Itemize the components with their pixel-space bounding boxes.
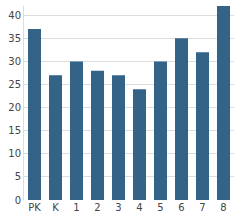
svg-text:7: 7 bbox=[199, 202, 205, 213]
svg-text:K: K bbox=[52, 202, 59, 213]
svg-text:8: 8 bbox=[220, 202, 226, 213]
svg-text:5: 5 bbox=[15, 171, 21, 182]
svg-text:30: 30 bbox=[8, 56, 21, 67]
svg-text:4: 4 bbox=[136, 202, 142, 213]
svg-text:10: 10 bbox=[8, 148, 21, 159]
svg-text:0: 0 bbox=[15, 195, 21, 206]
svg-text:PK: PK bbox=[28, 202, 41, 213]
svg-text:35: 35 bbox=[8, 33, 21, 44]
svg-text:20: 20 bbox=[8, 102, 21, 113]
svg-text:25: 25 bbox=[8, 79, 21, 90]
svg-text:1: 1 bbox=[73, 202, 79, 213]
svg-text:3: 3 bbox=[115, 202, 121, 213]
svg-text:40: 40 bbox=[8, 10, 21, 21]
svg-text:15: 15 bbox=[8, 125, 21, 136]
svg-text:6: 6 bbox=[178, 202, 184, 213]
svg-text:5: 5 bbox=[157, 202, 163, 213]
svg-text:2: 2 bbox=[94, 202, 100, 213]
